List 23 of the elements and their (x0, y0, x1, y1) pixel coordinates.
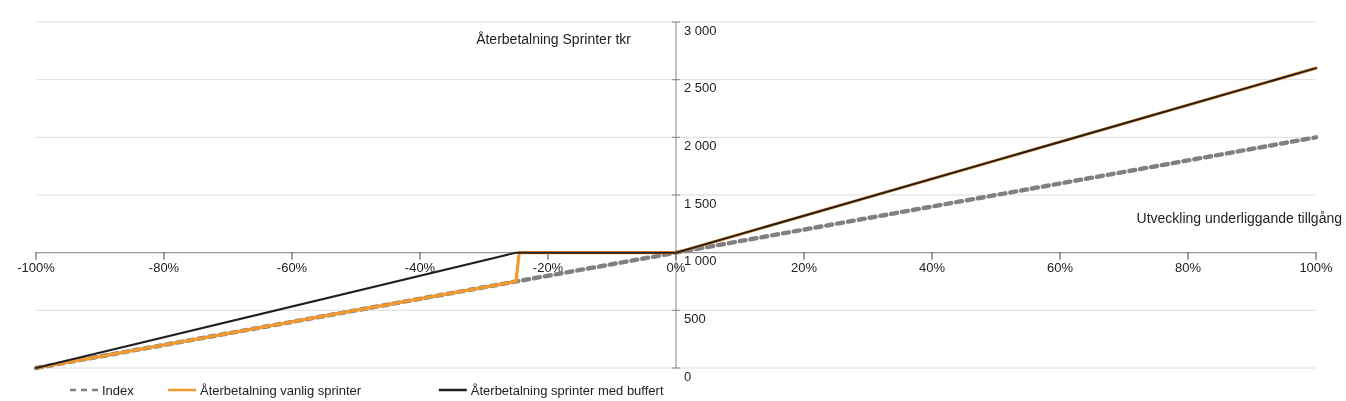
x-tick-label: 60% (1046, 259, 1074, 275)
x-tick-label: 0% (666, 259, 686, 275)
x-axis-title: Utveckling underliggande tillgång (1136, 209, 1342, 226)
x-tick-label: -100% (17, 259, 56, 275)
y-tick-label: 3 000 (684, 22, 717, 38)
x-tick-label: 20% (790, 259, 818, 275)
y-tick-label: 1 000 (684, 253, 717, 269)
y-axis-title: Återbetalning Sprinter tkr (476, 31, 632, 47)
x-tick-label: -80% (148, 259, 180, 275)
y-tick-label: 2 500 (684, 80, 717, 96)
y-tick-label: 1 500 (684, 195, 717, 211)
y-tick-label: 2 000 (684, 137, 717, 153)
legend-label: Återbetalning vanlig sprinter (200, 382, 362, 398)
y-tick-label: 500 (684, 310, 706, 326)
x-tick-label: -20% (532, 259, 564, 275)
y-tick-label: 0 (684, 368, 692, 384)
x-tick-label: 80% (1174, 259, 1202, 275)
legend-label: Återbetalning sprinter med buffert (470, 382, 664, 398)
x-tick-label: -60% (276, 259, 308, 275)
x-tick-label: -40% (404, 259, 436, 275)
x-tick-label: 100% (1299, 259, 1334, 275)
x-tick-label: 40% (918, 259, 946, 275)
legend-label: Index (102, 382, 135, 398)
